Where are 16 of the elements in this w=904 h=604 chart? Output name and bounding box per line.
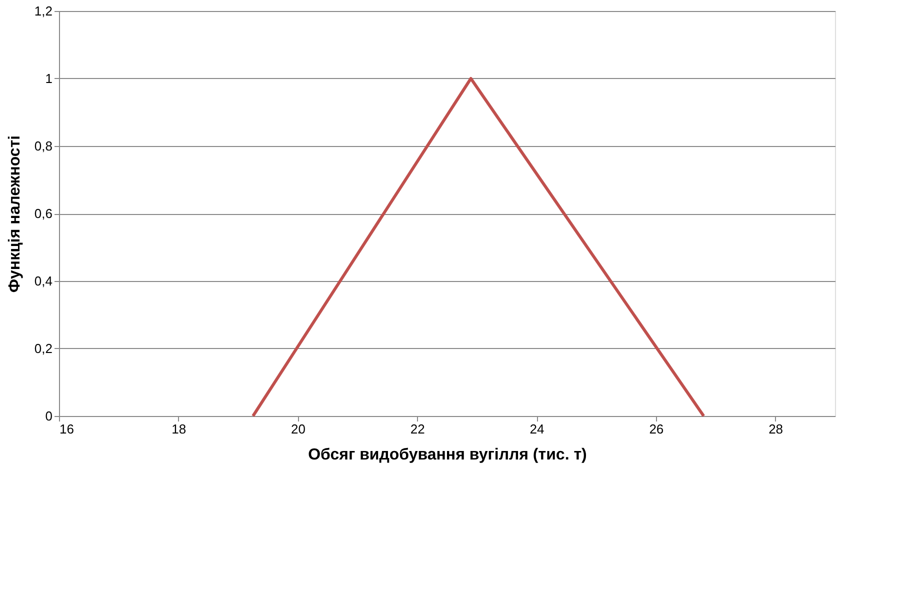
- y-tick-label: 1,2: [34, 4, 52, 18]
- y-tick-label: 0,4: [34, 274, 52, 288]
- x-tick-label: 20: [291, 422, 306, 436]
- x-tick-label: 24: [530, 422, 544, 436]
- y-tick-label: 0,8: [34, 138, 52, 154]
- x-axis-title: Обсяг видобування вугілля (тис. т): [308, 446, 587, 464]
- x-tick-label: 22: [410, 422, 425, 436]
- y-tick-label: 0,2: [34, 341, 52, 356]
- y-tick-label: 0,6: [34, 206, 52, 221]
- y-axis-title: Функція належності: [6, 135, 24, 293]
- x-tick-label: 16: [60, 422, 74, 436]
- x-tick-label: 26: [649, 422, 664, 436]
- x-tick-label: 18: [172, 422, 186, 436]
- y-tick-label: 1: [45, 71, 52, 86]
- y-tick-label: 0: [45, 408, 52, 424]
- x-tick-label: 28: [768, 422, 784, 436]
